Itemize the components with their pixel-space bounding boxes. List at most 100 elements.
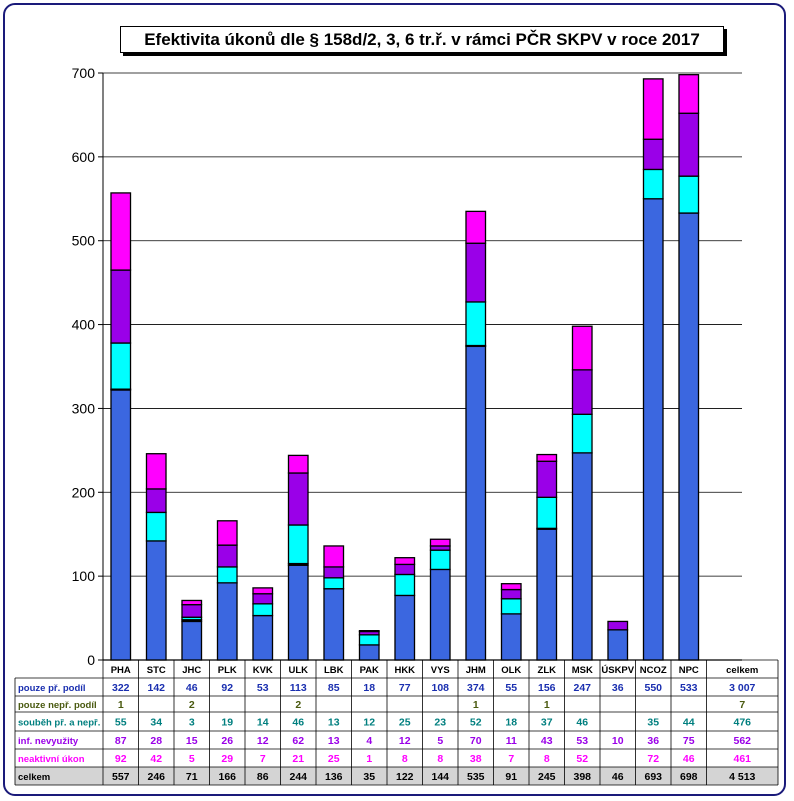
bar-segment — [181, 604, 203, 618]
bar-segment — [642, 78, 664, 140]
bar-segment — [571, 452, 593, 661]
y-tick-label: 300 — [72, 400, 96, 416]
bar-segment — [429, 549, 451, 571]
data-label: 46 — [576, 717, 588, 729]
series-row-label: pouze př. podíl — [18, 683, 86, 694]
data-label: 122 — [396, 771, 414, 783]
x-tick-label: STC — [147, 665, 166, 676]
x-tick-label: PHA — [111, 665, 131, 676]
data-label: 62 — [292, 735, 304, 747]
data-label: 35 — [647, 717, 659, 729]
data-label: 136 — [325, 771, 343, 783]
data-label: 71 — [186, 771, 198, 783]
bar-segment — [181, 599, 203, 606]
x-tick-label: JHC — [182, 665, 201, 676]
row-total-label: 562 — [733, 735, 751, 747]
data-label: 156 — [538, 682, 556, 694]
bar-segment — [145, 488, 167, 514]
bar-segment — [536, 460, 558, 498]
data-label: 44 — [683, 717, 695, 729]
data-label: 550 — [644, 682, 662, 694]
data-label: 46 — [292, 717, 304, 729]
bar-segment — [571, 325, 593, 371]
data-label: 533 — [680, 682, 698, 694]
y-tick-label: 600 — [72, 149, 96, 165]
data-table: PHA STC JHC PLK KVK ULK LBK PAK HKK VYS JHM OLK ZLK M… — [14, 659, 779, 786]
y-tick-label: 500 — [72, 233, 96, 249]
data-label: 29 — [221, 753, 233, 765]
bar-segment — [145, 540, 167, 661]
x-tick-label: ZLK — [538, 665, 557, 676]
data-label: 55 — [505, 682, 517, 694]
x-tick-label: ULK — [288, 665, 308, 676]
bar-segment — [252, 614, 274, 661]
bar-segment — [216, 520, 238, 546]
data-label: 55 — [115, 717, 127, 729]
bar-segment — [287, 524, 309, 565]
data-label: 398 — [573, 771, 591, 783]
data-label: 1 — [366, 753, 372, 765]
data-label: 1 — [118, 699, 124, 711]
bar-segment — [287, 454, 309, 474]
bar-segment — [571, 413, 593, 454]
data-label: 52 — [470, 717, 482, 729]
x-tick-label: LBK — [324, 665, 344, 676]
data-label: 1 — [544, 699, 550, 711]
bar-segment — [252, 603, 274, 617]
data-label: 247 — [573, 682, 591, 694]
data-label: 21 — [292, 753, 304, 765]
bar-segment — [465, 345, 487, 661]
bar-segment — [571, 369, 593, 415]
data-label: 43 — [541, 735, 553, 747]
bar-segment — [323, 545, 345, 568]
data-label: 12 — [363, 717, 375, 729]
bar-segment — [394, 557, 416, 566]
x-tick-label: JHM — [466, 665, 486, 676]
bar-segment — [642, 198, 664, 661]
bar-segment — [500, 583, 522, 591]
bar-segment — [465, 242, 487, 303]
data-label: 5 — [437, 735, 443, 747]
bar-segment — [500, 588, 522, 600]
data-label: 53 — [576, 735, 588, 747]
data-label: 15 — [186, 735, 198, 747]
y-tick-label: 0 — [87, 652, 95, 668]
data-label: 92 — [221, 682, 233, 694]
bar-segment — [607, 620, 629, 631]
data-label: 8 — [402, 753, 408, 765]
y-tick-label: 400 — [72, 317, 96, 333]
bar-segment — [287, 564, 309, 661]
data-label: 52 — [576, 753, 588, 765]
data-label: 18 — [505, 717, 517, 729]
data-label: 92 — [115, 753, 127, 765]
bar-segment — [394, 573, 416, 597]
data-label: 244 — [289, 771, 307, 783]
x-tick-label: KVK — [253, 665, 273, 676]
data-label: 5 — [189, 753, 195, 765]
data-label: 26 — [221, 735, 233, 747]
data-label: 12 — [257, 735, 269, 747]
y-tick-label: 700 — [72, 65, 96, 81]
data-label: 246 — [147, 771, 165, 783]
bar-segment — [110, 389, 132, 661]
bar-segment — [678, 175, 700, 214]
x-tick-label: MSK — [572, 665, 593, 676]
chart-title: Efektivita úkonů dle § 158d/2, 3, 6 tr.ř… — [120, 26, 724, 53]
bar-segment — [500, 598, 522, 615]
bar-segment — [536, 453, 558, 462]
data-label: 11 — [506, 735, 517, 747]
data-label: 25 — [328, 753, 340, 765]
row-total-label: 4 513 — [729, 771, 755, 783]
data-label: 38 — [470, 753, 482, 765]
total-column-header: celkem — [726, 665, 758, 676]
totals-row-bg — [15, 767, 778, 785]
y-axis: 0 100 200 300 400 500 600 700 — [72, 65, 104, 668]
x-tick-label: HKK — [394, 665, 415, 676]
data-label: 3 — [189, 717, 195, 729]
data-label: 46 — [186, 682, 198, 694]
bar-segment — [323, 566, 345, 579]
data-label: 87 — [115, 735, 127, 747]
bar-segment — [394, 563, 416, 576]
series-row-label: celkem — [18, 772, 50, 783]
row-total-label: 7 — [739, 699, 745, 711]
